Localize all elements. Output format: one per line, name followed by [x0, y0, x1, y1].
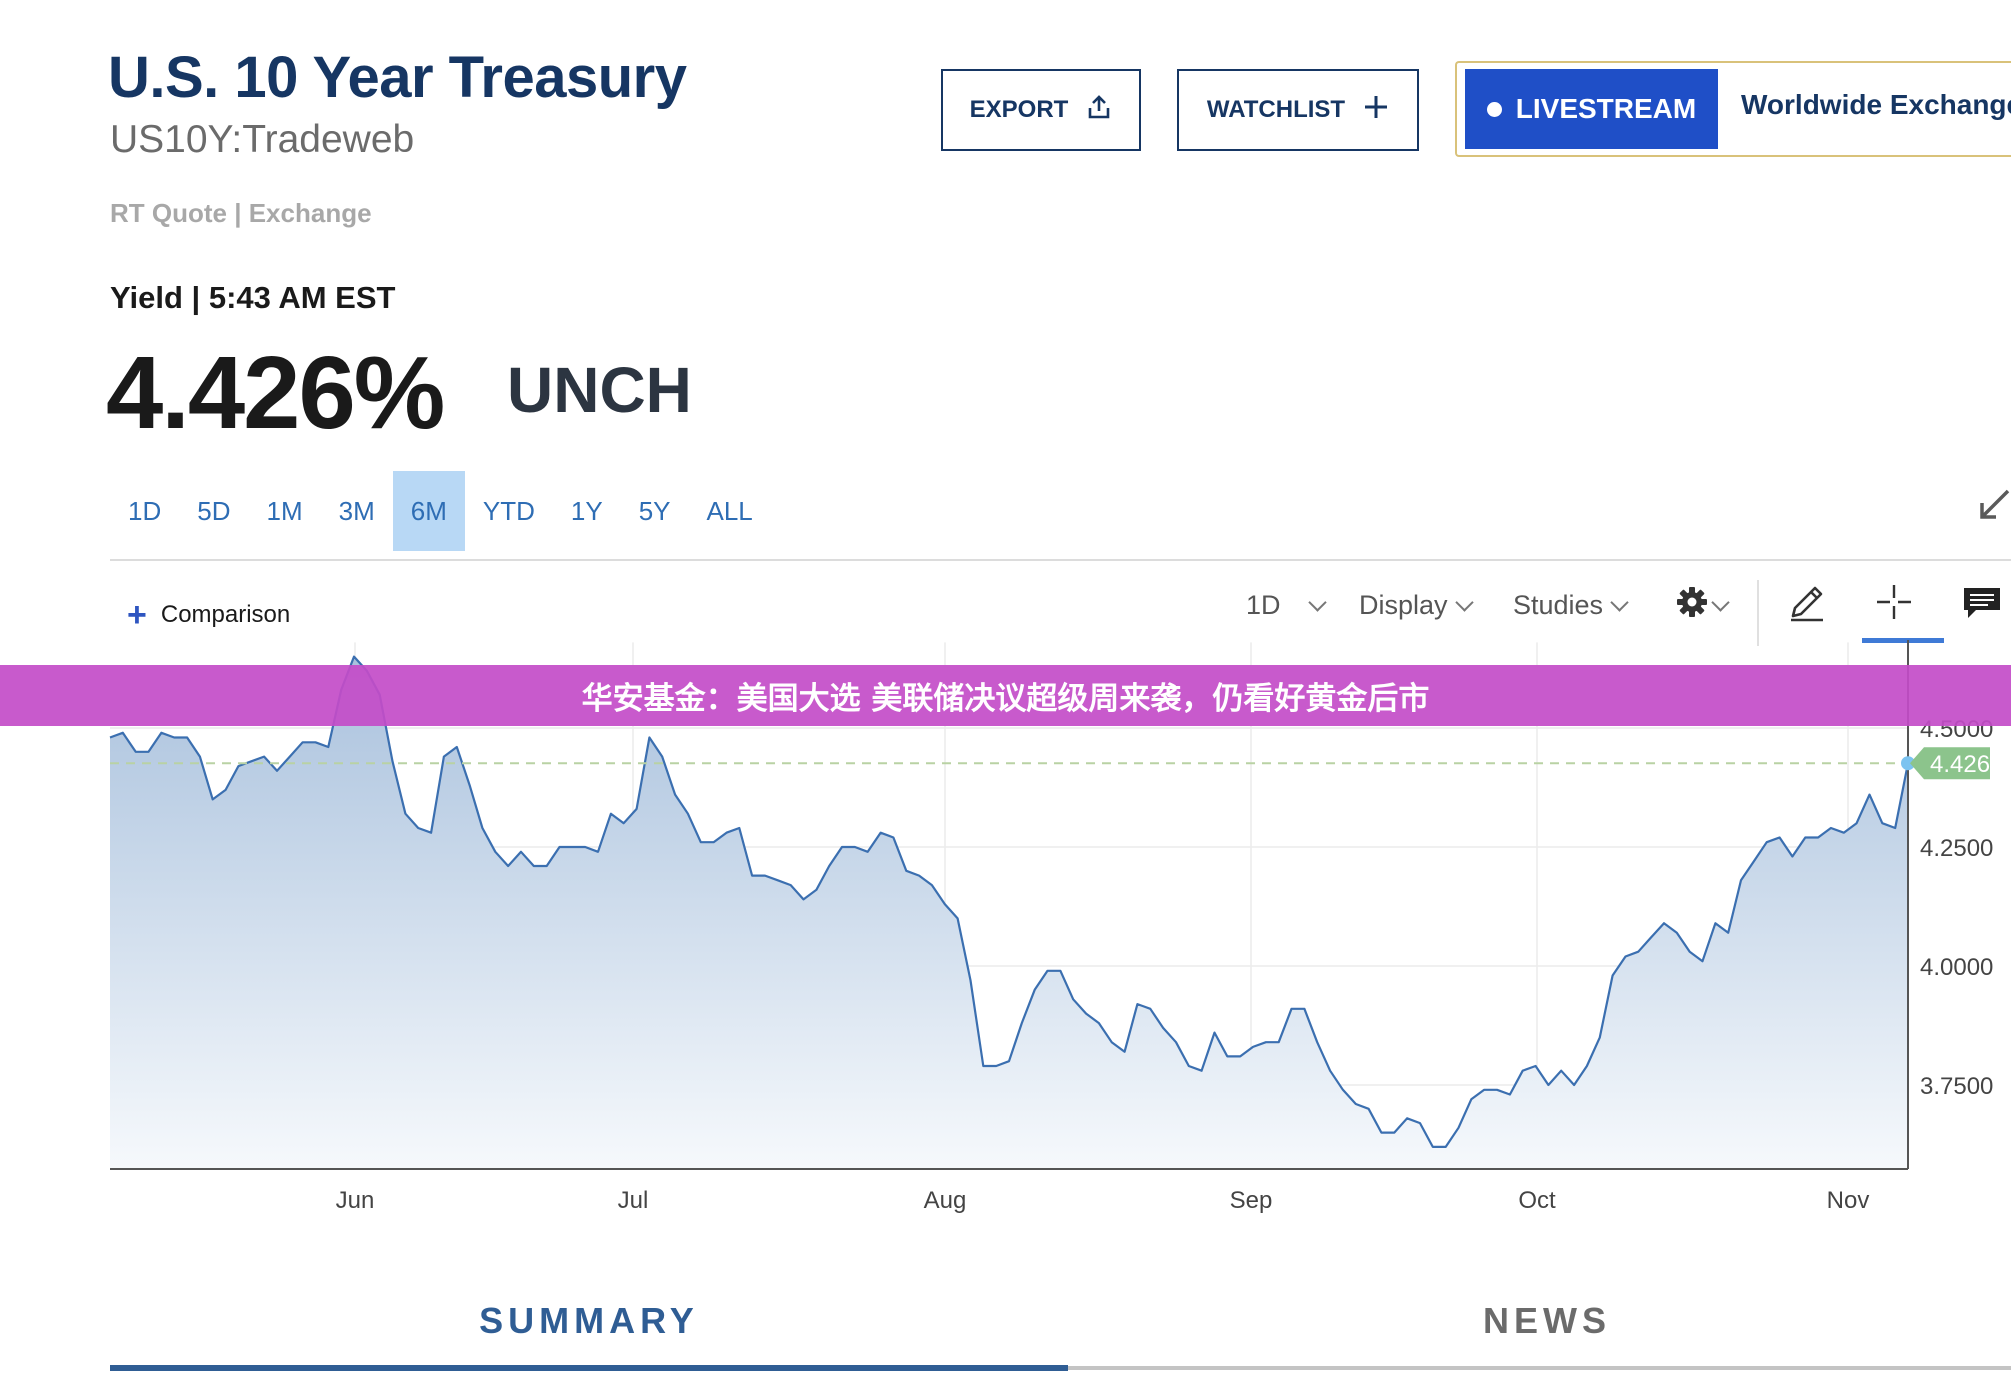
expand-icon[interactable] — [1978, 485, 2011, 530]
news-banner[interactable]: 华安基金：美国大选 美联储决议超级周来袭，仍看好黄金后市 — [0, 665, 2011, 726]
share-icon — [1086, 94, 1112, 127]
series-line — [109, 655, 1910, 1148]
draw-pencil-icon[interactable] — [1787, 582, 1827, 627]
ticker-symbol: US10Y:Tradeweb — [110, 118, 415, 161]
tab-summary-indicator — [110, 1365, 1068, 1371]
yield-timestamp: Yield | 5:43 AM EST — [110, 280, 396, 315]
y-tick-label: 4.0000 — [1920, 954, 1993, 981]
x-tick-label: Jul — [618, 1187, 649, 1214]
range-tabs: 1D 5D 1M 3M 6M YTD 1Y 5Y ALL — [110, 471, 771, 551]
tab-summary[interactable]: SUMMARY — [479, 1300, 699, 1341]
interval-dropdown[interactable]: 1D — [1246, 590, 1327, 621]
range-tab-all[interactable]: ALL — [706, 495, 753, 526]
gear-icon — [1676, 586, 1708, 625]
x-tick-label: Oct — [1518, 1187, 1556, 1214]
x-tick-label: Jun — [336, 1187, 375, 1214]
chevron-down-icon — [1610, 593, 1629, 612]
live-dot-icon — [1486, 101, 1502, 117]
y-tick-label: 4.2500 — [1920, 835, 1993, 862]
export-label: EXPORT — [969, 96, 1069, 123]
divider — [110, 559, 2011, 561]
range-tab-1m[interactable]: 1M — [266, 495, 303, 526]
range-tab-5d[interactable]: 5D — [197, 495, 231, 526]
crosshair-icon[interactable] — [1876, 584, 1912, 625]
range-tab-5y[interactable]: 5Y — [638, 495, 671, 526]
crosshair-active-indicator — [1862, 638, 1944, 643]
watchlist-label: WATCHLIST — [1206, 96, 1346, 123]
livestream-channel[interactable]: Worldwide Exchange — [1741, 89, 2011, 120]
display-label: Display — [1359, 590, 1448, 620]
interval-label: 1D — [1246, 590, 1281, 620]
current-value-label: 4.4260 — [1930, 751, 2003, 778]
price-change: UNCH — [507, 354, 692, 426]
comment-icon[interactable] — [1962, 586, 2002, 627]
comparison-button[interactable]: + Comparison — [127, 598, 290, 632]
chevron-down-icon — [1307, 593, 1327, 612]
settings-dropdown[interactable] — [1676, 586, 1730, 625]
tab-news[interactable]: NEWS — [1483, 1300, 1611, 1341]
studies-dropdown[interactable]: Studies — [1513, 590, 1629, 621]
range-tab-1y[interactable]: 1Y — [570, 495, 603, 526]
x-tick-label: Aug — [924, 1187, 967, 1214]
livestream-panel — [1455, 61, 2011, 157]
toolbar-divider — [1757, 580, 1759, 646]
y-tick-label: 3.7500 — [1920, 1073, 1993, 1100]
tab-news-indicator — [1068, 1366, 2011, 1370]
range-tab-6m[interactable]: 6M — [392, 471, 465, 551]
current-value-tag — [1910, 747, 1990, 780]
series-area — [110, 656, 1908, 1169]
chevron-down-icon — [1454, 593, 1474, 612]
comparison-label: Comparison — [160, 601, 291, 628]
quote-source: RT Quote | Exchange — [110, 198, 372, 228]
current-point — [1901, 756, 1915, 771]
last-price: 4.426% — [106, 335, 445, 450]
range-tab-1d[interactable]: 1D — [128, 495, 162, 526]
studies-label: Studies — [1513, 590, 1604, 620]
x-tick-label: Sep — [1230, 1187, 1273, 1214]
livestream-label: LIVESTREAM — [1515, 93, 1697, 124]
chevron-down-icon — [1711, 593, 1730, 612]
range-tab-ytd[interactable]: YTD — [482, 495, 535, 526]
watchlist-button[interactable]: WATCHLIST — [1177, 69, 1419, 151]
range-tab-3m[interactable]: 3M — [338, 495, 375, 526]
plus-icon: + — [127, 596, 147, 634]
export-button[interactable]: EXPORT — [941, 69, 1141, 151]
livestream-button[interactable]: LIVESTREAM — [1465, 69, 1718, 149]
x-tick-label: Nov — [1827, 1187, 1870, 1214]
display-dropdown[interactable]: Display — [1359, 590, 1474, 621]
plus-icon — [1363, 94, 1389, 127]
page-title: U.S. 10 Year Treasury — [108, 45, 687, 110]
